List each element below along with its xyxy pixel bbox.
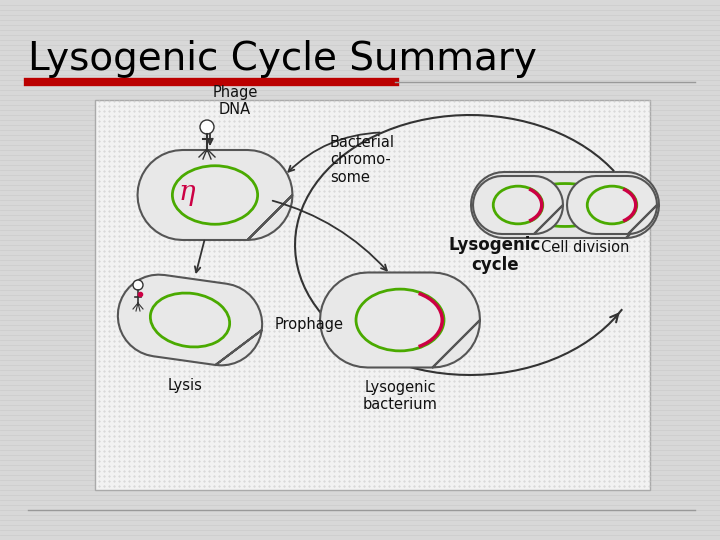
Text: η: η (179, 179, 195, 206)
PathPatch shape (471, 172, 659, 238)
PathPatch shape (138, 150, 292, 240)
Text: Lysogenic
bacterium: Lysogenic bacterium (363, 380, 438, 413)
Text: Lysis: Lysis (168, 378, 202, 393)
PathPatch shape (473, 176, 563, 234)
PathPatch shape (320, 273, 480, 368)
Text: Prophage: Prophage (275, 318, 344, 333)
Circle shape (133, 280, 143, 290)
Text: Bacterial
chromo-
some: Bacterial chromo- some (330, 135, 395, 185)
Text: Phage
DNA: Phage DNA (212, 85, 258, 117)
Text: Lysogenic
cycle: Lysogenic cycle (449, 235, 541, 274)
Text: Cell division: Cell division (541, 240, 629, 255)
PathPatch shape (118, 275, 262, 366)
FancyBboxPatch shape (95, 100, 650, 490)
PathPatch shape (567, 176, 657, 234)
Circle shape (200, 120, 214, 134)
Text: Lysogenic Cycle Summary: Lysogenic Cycle Summary (28, 40, 537, 78)
